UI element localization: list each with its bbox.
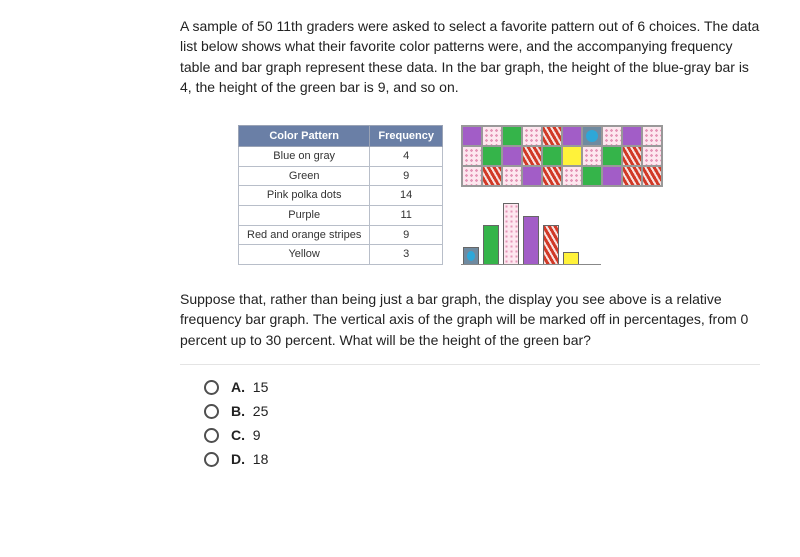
bar-rs — [543, 225, 559, 265]
question-intro: A sample of 50 11th graders were asked t… — [180, 16, 760, 97]
answer-choice[interactable]: A. 15 — [204, 379, 760, 395]
quilt-cell — [642, 146, 662, 166]
table-header-pattern: Color Pattern — [239, 126, 370, 147]
quilt-cell — [502, 146, 522, 166]
table-row: Blue on gray4 — [239, 147, 443, 167]
answer-choice[interactable]: D. 18 — [204, 451, 760, 467]
bar-chart — [461, 201, 601, 265]
bar-pk — [503, 203, 519, 265]
quilt-cell — [622, 126, 642, 146]
quilt-cell — [502, 166, 522, 186]
pattern-cell: Green — [239, 166, 370, 186]
radio-icon[interactable] — [204, 380, 219, 395]
quilt-cell — [522, 126, 542, 146]
frequency-cell: 3 — [370, 245, 443, 265]
quilt-cell — [602, 146, 622, 166]
quilt-cell — [482, 146, 502, 166]
frequency-table: Color Pattern Frequency Blue on gray4Gre… — [238, 125, 443, 265]
quilt-cell — [542, 166, 562, 186]
frequency-cell: 9 — [370, 166, 443, 186]
frequency-cell: 11 — [370, 206, 443, 226]
bar-gn — [483, 225, 499, 265]
visual-block: Color Pattern Frequency Blue on gray4Gre… — [238, 125, 760, 265]
quilt-cell — [462, 166, 482, 186]
pattern-quilt — [461, 125, 663, 187]
table-row: Pink polka dots14 — [239, 186, 443, 206]
frequency-cell: 4 — [370, 147, 443, 167]
quilt-cell — [562, 126, 582, 146]
choice-label: D. 18 — [231, 451, 268, 467]
answer-choices: A. 15 B. 25 C. 9 D. 18 — [180, 379, 760, 467]
quilt-cell — [542, 126, 562, 146]
bar-bg — [463, 247, 479, 265]
choice-label: A. 15 — [231, 379, 268, 395]
table-row: Purple11 — [239, 206, 443, 226]
quilt-cell — [642, 166, 662, 186]
quilt-cell — [562, 166, 582, 186]
quilt-cell — [562, 146, 582, 166]
table-header-frequency: Frequency — [370, 126, 443, 147]
quilt-cell — [622, 146, 642, 166]
quilt-cell — [602, 166, 622, 186]
quilt-cell — [522, 166, 542, 186]
radio-icon[interactable] — [204, 404, 219, 419]
answer-choice[interactable]: C. 9 — [204, 427, 760, 443]
choice-label: B. 25 — [231, 403, 268, 419]
frequency-cell: 14 — [370, 186, 443, 206]
choice-label: C. 9 — [231, 427, 261, 443]
quilt-cell — [462, 146, 482, 166]
table-row: Red and orange stripes9 — [239, 225, 443, 245]
question-prompt: Suppose that, rather than being just a b… — [180, 289, 760, 365]
answer-choice[interactable]: B. 25 — [204, 403, 760, 419]
pattern-cell: Purple — [239, 206, 370, 226]
quilt-cell — [582, 126, 602, 146]
quilt-cell — [582, 166, 602, 186]
quilt-cell — [522, 146, 542, 166]
question-page: A sample of 50 11th graders were asked t… — [0, 0, 800, 495]
bar-pp — [523, 216, 539, 265]
radio-icon[interactable] — [204, 428, 219, 443]
quilt-cell — [482, 126, 502, 146]
table-row: Yellow3 — [239, 245, 443, 265]
pattern-cell: Pink polka dots — [239, 186, 370, 206]
quilt-cell — [462, 126, 482, 146]
table-row: Green9 — [239, 166, 443, 186]
quilt-cell — [642, 126, 662, 146]
right-column — [461, 125, 663, 265]
quilt-cell — [582, 146, 602, 166]
frequency-cell: 9 — [370, 225, 443, 245]
pattern-cell: Red and orange stripes — [239, 225, 370, 245]
pattern-cell: Yellow — [239, 245, 370, 265]
chart-baseline — [461, 264, 601, 265]
quilt-cell — [542, 146, 562, 166]
radio-icon[interactable] — [204, 452, 219, 467]
pattern-cell: Blue on gray — [239, 147, 370, 167]
quilt-cell — [622, 166, 642, 186]
quilt-cell — [502, 126, 522, 146]
quilt-cell — [602, 126, 622, 146]
quilt-cell — [482, 166, 502, 186]
